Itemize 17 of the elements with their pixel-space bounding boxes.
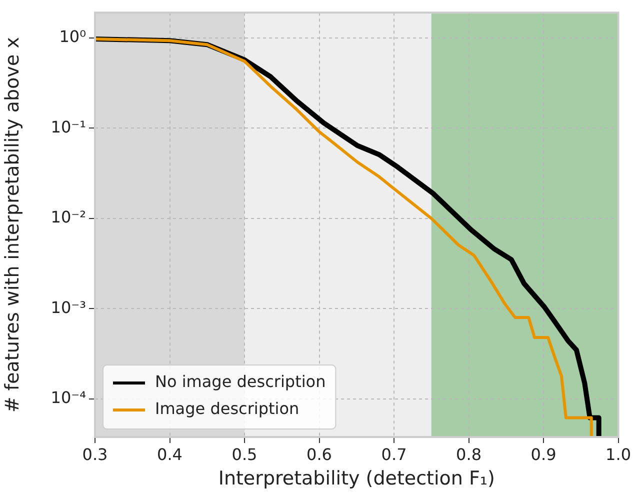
x-tick-label: 0.3 (82, 444, 108, 464)
x-tick-label: 0.6 (306, 444, 332, 464)
x-tick-label: 0.8 (456, 444, 482, 464)
legend-label: Image description (155, 399, 300, 418)
y-tick-label: 10⁻² (50, 208, 86, 227)
legend-label: No image description (155, 372, 326, 392)
x-tick-label: 0.4 (157, 444, 182, 464)
y-axis-title: # features with interpretability above x (1, 37, 24, 413)
x-tick-label: 0.9 (530, 444, 556, 464)
y-tick-label: 10⁻³ (50, 298, 86, 317)
x-axis-title: Interpretability (detection F₁) (218, 468, 495, 490)
x-tick-label: 0.7 (381, 444, 407, 464)
y-tick-label: 10⁻¹ (50, 117, 86, 136)
x-tick-label: 0.5 (232, 444, 258, 464)
x-tick-label: 1.0 (606, 444, 632, 464)
y-tick-label: 10⁰ (59, 26, 86, 46)
y-tick-label: 10⁻⁴ (50, 388, 86, 408)
